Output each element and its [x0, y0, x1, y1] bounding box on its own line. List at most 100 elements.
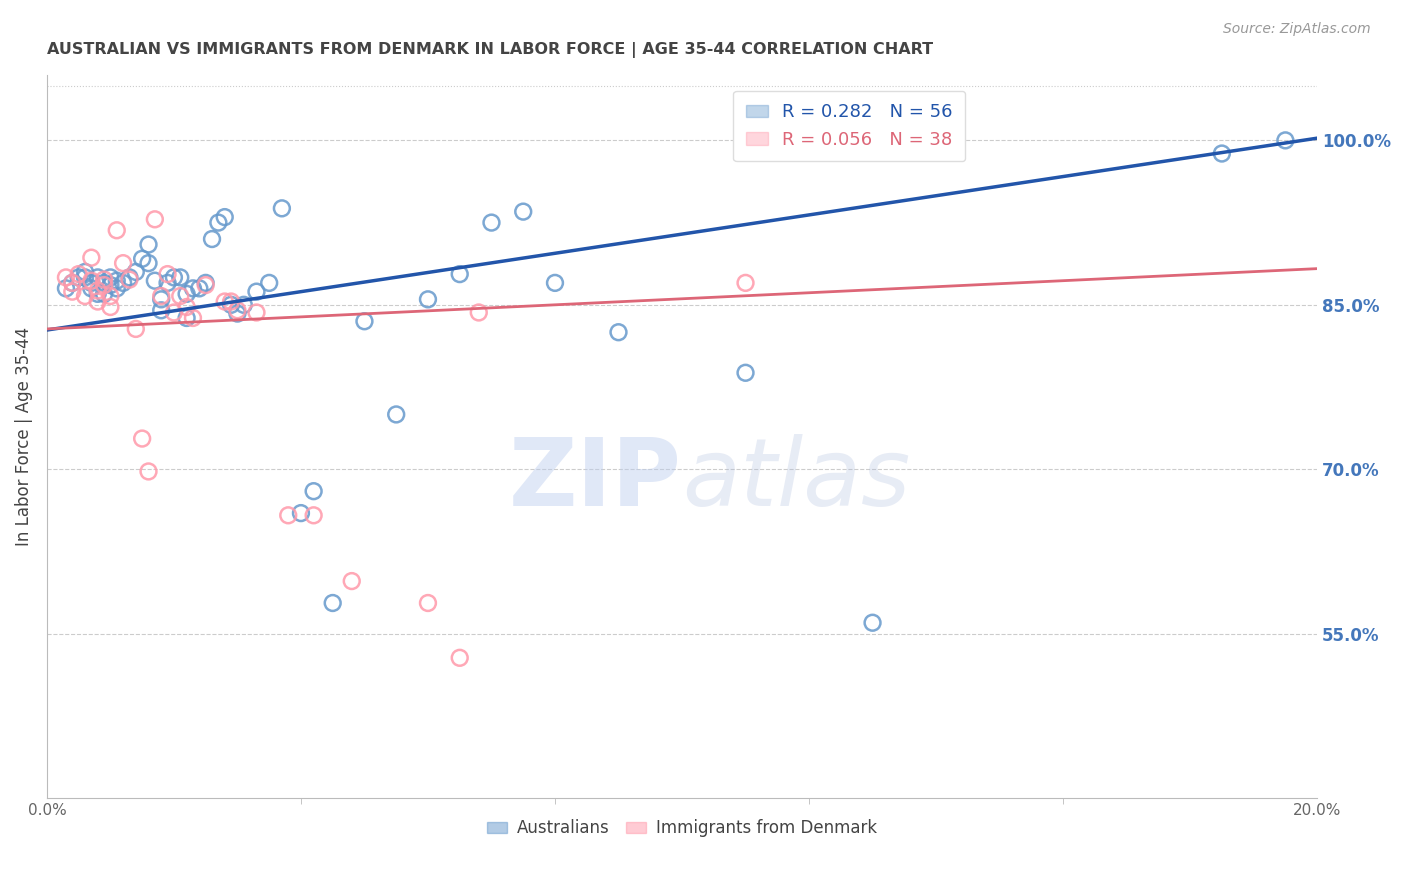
Point: [270, 202, 292, 216]
Point: [80, 274, 103, 288]
Point: [86, 286, 108, 301]
Point: [862, 615, 884, 630]
Point: [150, 293, 173, 307]
Point: [169, 289, 191, 303]
Point: [93, 276, 115, 290]
Point: [181, 281, 204, 295]
Point: [544, 276, 567, 290]
Point: [201, 232, 224, 246]
Point: [169, 270, 191, 285]
Point: [290, 506, 312, 520]
Point: [60, 285, 83, 299]
Point: [112, 276, 135, 290]
Point: [1211, 146, 1233, 161]
Point: [105, 281, 128, 295]
Point: [143, 274, 166, 288]
Point: [353, 314, 375, 328]
Point: [219, 298, 242, 312]
Point: [86, 294, 108, 309]
Point: [100, 278, 122, 293]
Point: [93, 286, 115, 301]
Point: [55, 281, 77, 295]
Point: [100, 270, 122, 285]
Point: [449, 650, 471, 665]
Point: [86, 284, 108, 298]
Point: [194, 278, 217, 293]
Point: [226, 303, 249, 318]
Point: [181, 310, 204, 325]
Point: [156, 267, 179, 281]
Point: [150, 303, 173, 318]
Point: [416, 596, 439, 610]
Point: [156, 276, 179, 290]
Point: [105, 274, 128, 288]
Point: [143, 212, 166, 227]
Point: [73, 270, 96, 285]
Point: [105, 223, 128, 237]
Point: [163, 270, 186, 285]
Point: [385, 408, 408, 422]
Point: [219, 294, 242, 309]
Point: [60, 276, 83, 290]
Point: [67, 270, 90, 285]
Point: [257, 276, 280, 290]
Text: AUSTRALIAN VS IMMIGRANTS FROM DENMARK IN LABOR FORCE | AGE 35-44 CORRELATION CHA: AUSTRALIAN VS IMMIGRANTS FROM DENMARK IN…: [46, 42, 934, 58]
Point: [93, 272, 115, 286]
Point: [80, 276, 103, 290]
Point: [80, 251, 103, 265]
Point: [80, 281, 103, 295]
Point: [118, 272, 141, 286]
Point: [118, 270, 141, 285]
Point: [125, 322, 148, 336]
Point: [125, 265, 148, 279]
Point: [150, 289, 173, 303]
Point: [86, 270, 108, 285]
Point: [194, 276, 217, 290]
Text: atlas: atlas: [682, 434, 910, 525]
Point: [131, 252, 153, 266]
Point: [302, 508, 325, 523]
Point: [207, 216, 229, 230]
Point: [176, 286, 198, 301]
Point: [449, 267, 471, 281]
Point: [322, 596, 344, 610]
Point: [138, 256, 160, 270]
Point: [512, 204, 534, 219]
Point: [188, 281, 211, 295]
Legend: Australians, Immigrants from Denmark: Australians, Immigrants from Denmark: [479, 813, 884, 844]
Point: [138, 465, 160, 479]
Point: [112, 256, 135, 270]
Point: [73, 289, 96, 303]
Point: [468, 305, 491, 319]
Point: [176, 310, 198, 325]
Point: [100, 289, 122, 303]
Point: [340, 574, 363, 588]
Point: [226, 307, 249, 321]
Text: Source: ZipAtlas.com: Source: ZipAtlas.com: [1223, 22, 1371, 37]
Point: [138, 237, 160, 252]
Point: [232, 298, 254, 312]
Point: [416, 293, 439, 307]
Point: [607, 325, 630, 339]
Point: [163, 305, 186, 319]
Point: [245, 285, 267, 299]
Point: [214, 294, 236, 309]
Point: [302, 484, 325, 499]
Point: [1274, 133, 1296, 147]
Point: [60, 276, 83, 290]
Point: [131, 432, 153, 446]
Point: [100, 300, 122, 314]
Point: [73, 265, 96, 279]
Text: ZIP: ZIP: [509, 434, 682, 525]
Point: [245, 305, 267, 319]
Point: [277, 508, 299, 523]
Point: [67, 267, 90, 281]
Point: [93, 278, 115, 293]
Y-axis label: In Labor Force | Age 35-44: In Labor Force | Age 35-44: [15, 326, 32, 546]
Point: [734, 366, 756, 380]
Point: [481, 216, 503, 230]
Point: [214, 210, 236, 224]
Point: [734, 276, 756, 290]
Point: [55, 270, 77, 285]
Point: [176, 300, 198, 314]
